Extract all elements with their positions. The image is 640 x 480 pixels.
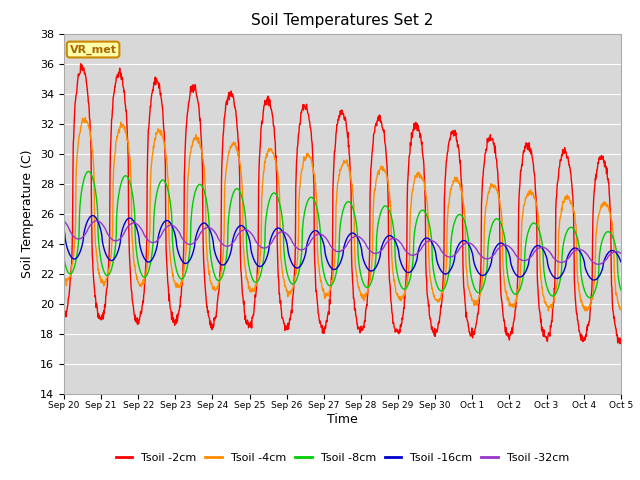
- Y-axis label: Soil Temperature (C): Soil Temperature (C): [22, 149, 35, 278]
- X-axis label: Time: Time: [327, 413, 358, 426]
- Text: VR_met: VR_met: [70, 44, 116, 55]
- Legend: Tsoil -2cm, Tsoil -4cm, Tsoil -8cm, Tsoil -16cm, Tsoil -32cm: Tsoil -2cm, Tsoil -4cm, Tsoil -8cm, Tsoi…: [111, 448, 573, 467]
- Title: Soil Temperatures Set 2: Soil Temperatures Set 2: [252, 13, 433, 28]
